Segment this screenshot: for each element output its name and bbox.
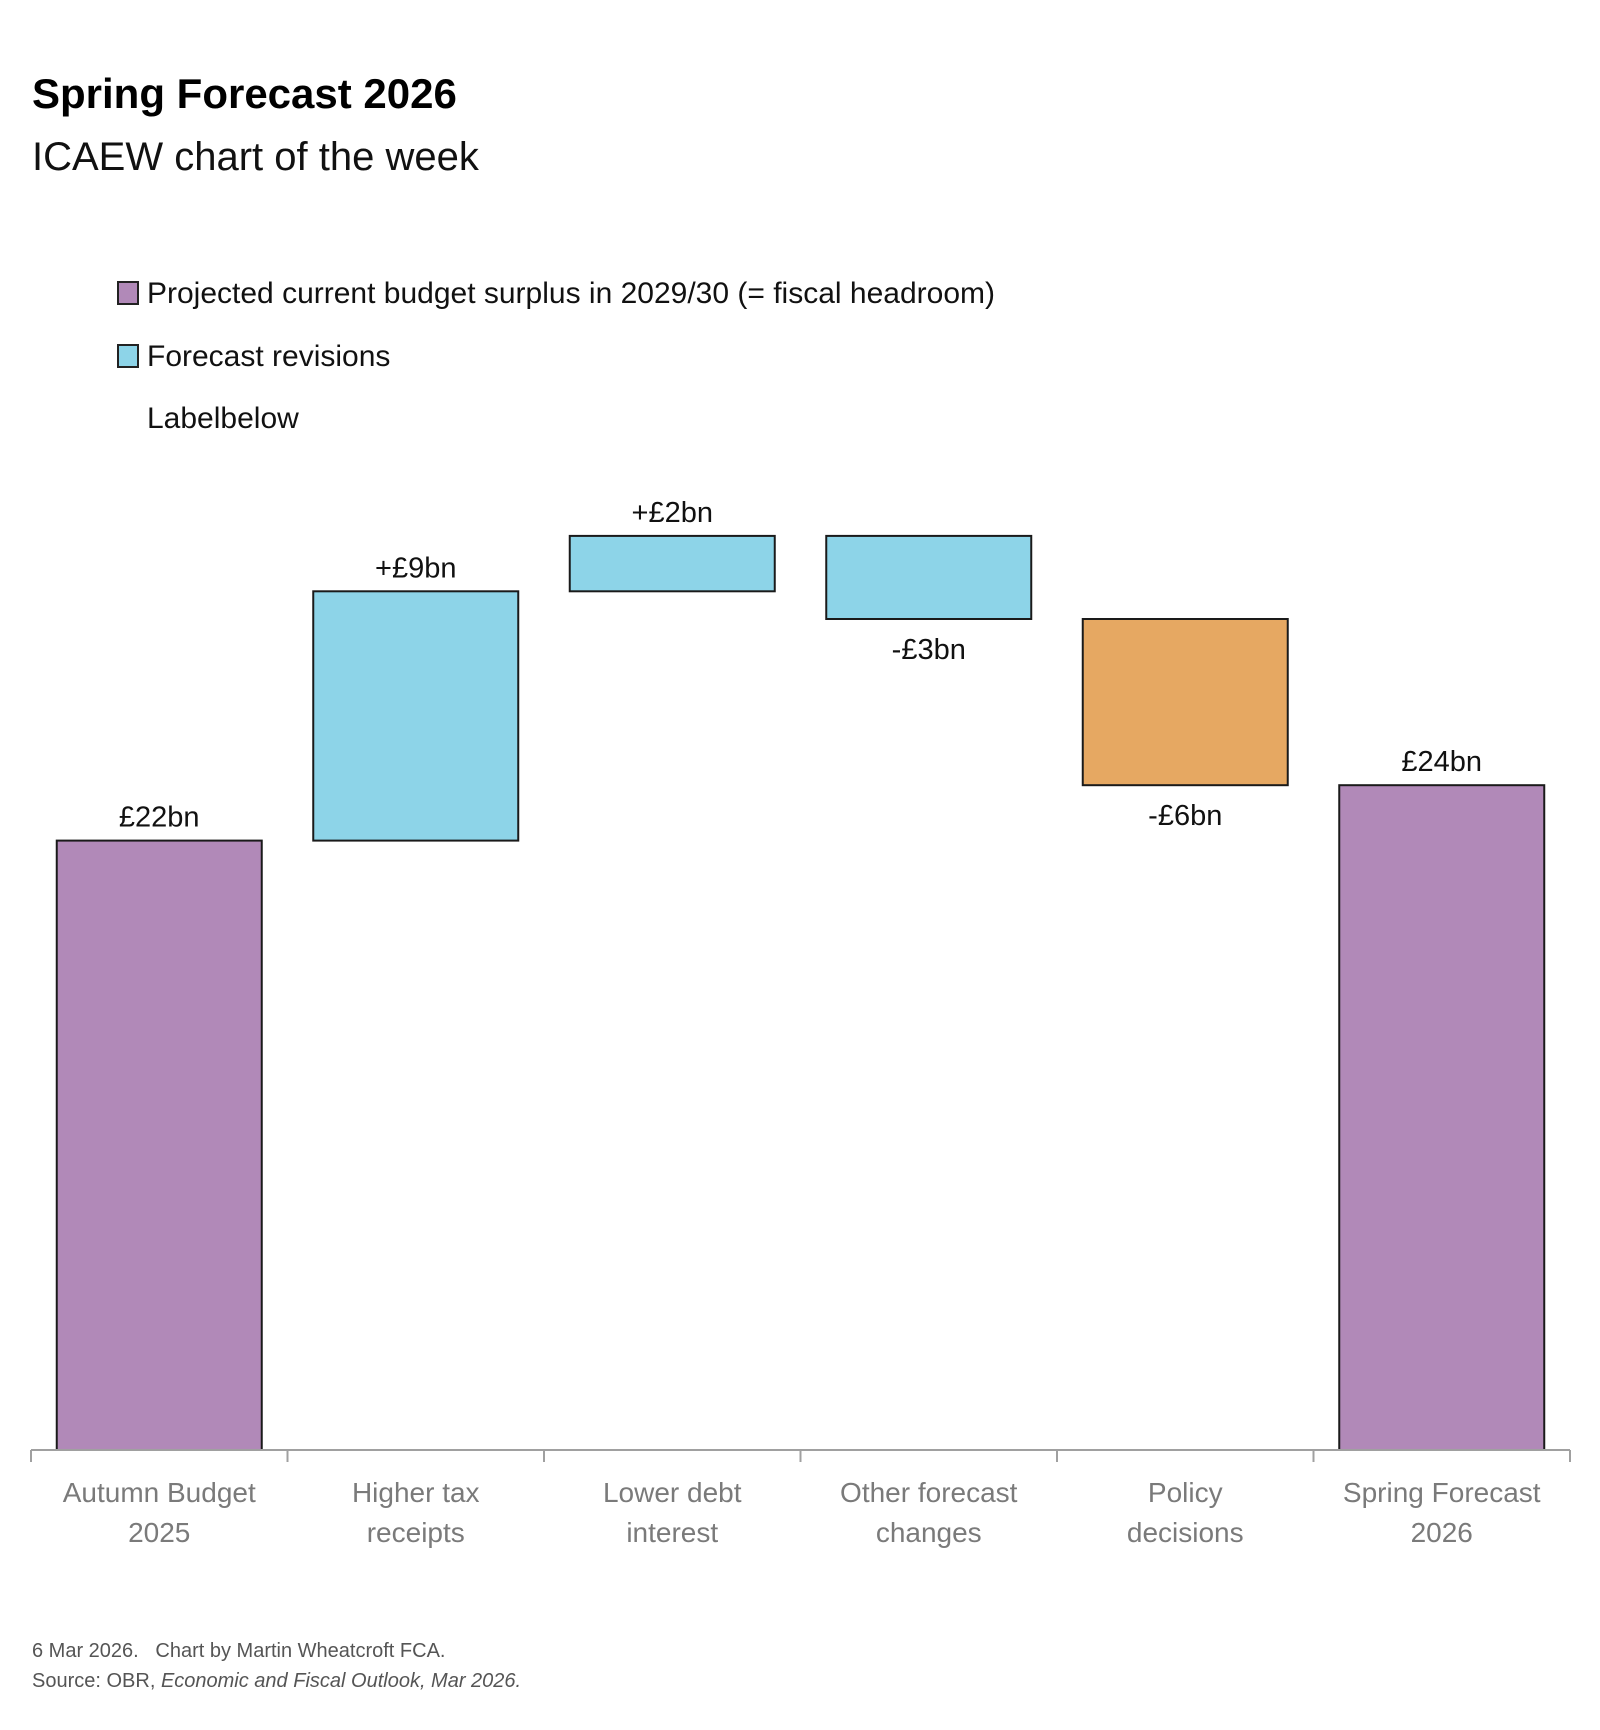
- chart-subtitle: ICAEW chart of the week: [32, 135, 480, 179]
- legend-label-labelbelow: Labelbelow: [147, 402, 299, 435]
- bar-value-label: +£2bn: [632, 497, 713, 529]
- x-tick-label: Policy decisions: [1127, 1477, 1244, 1548]
- bar-value-label: -£3bn: [892, 634, 966, 666]
- bar-3: [825, 534, 1033, 621]
- footer-source-prefix: Source: OBR,: [32, 1670, 161, 1692]
- legend-swatch-revisions: [117, 344, 139, 368]
- bar-1: [312, 590, 520, 842]
- x-tick-label: Other forecast changes: [840, 1477, 1018, 1548]
- bar-value-label: £24bn: [1401, 746, 1482, 778]
- bars: £22bn +£9bn +£2bn -£3bn -£6bn £24bn: [55, 497, 1546, 1451]
- bar-value-label: +£9bn: [375, 552, 456, 584]
- legend: Projected current budget surplus in 2029…: [117, 277, 995, 435]
- bar-0: [55, 839, 263, 1451]
- bar-value-label: -£6bn: [1148, 800, 1222, 832]
- x-axis: Autumn Budget 2025 Higher tax receipts Lower…: [30, 1449, 1571, 1548]
- legend-swatch-surplus: [117, 281, 139, 305]
- bar-value-label: £22bn: [119, 802, 200, 834]
- bar-2: [568, 534, 776, 593]
- footer-credit: 6 Mar 2026. Chart by Martin Wheatcroft F…: [32, 1640, 445, 1662]
- bar-5: [1338, 784, 1546, 1451]
- x-tick-label: Lower debt interest: [603, 1477, 742, 1548]
- legend-label-surplus: Projected current budget surplus in 2029…: [147, 277, 995, 310]
- x-tick-label: Higher tax receipts: [352, 1477, 480, 1548]
- bar-4: [1081, 618, 1289, 787]
- chart-title: Spring Forecast 2026: [32, 70, 457, 117]
- x-tick-label: Autumn Budget 2025: [63, 1477, 256, 1548]
- footer-source: Source: OBR, Economic and Fiscal Outlook…: [32, 1670, 521, 1692]
- footer-source-title: Economic and Fiscal Outlook, Mar 2026.: [161, 1670, 521, 1692]
- legend-label-revisions: Forecast revisions: [147, 340, 390, 373]
- x-tick-label: Spring Forecast 2026: [1343, 1477, 1541, 1548]
